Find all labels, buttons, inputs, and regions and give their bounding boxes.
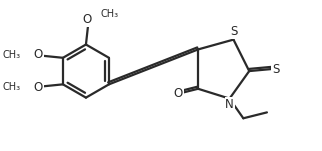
Text: O: O [174, 87, 183, 100]
Text: O: O [34, 48, 43, 61]
Text: CH₃: CH₃ [3, 82, 21, 92]
Text: CH₃: CH₃ [3, 50, 21, 60]
Text: O: O [34, 81, 43, 94]
Text: S: S [272, 63, 279, 76]
Text: CH₃: CH₃ [101, 9, 119, 19]
Text: O: O [82, 13, 91, 26]
Text: N: N [225, 98, 234, 111]
Text: S: S [230, 25, 237, 38]
